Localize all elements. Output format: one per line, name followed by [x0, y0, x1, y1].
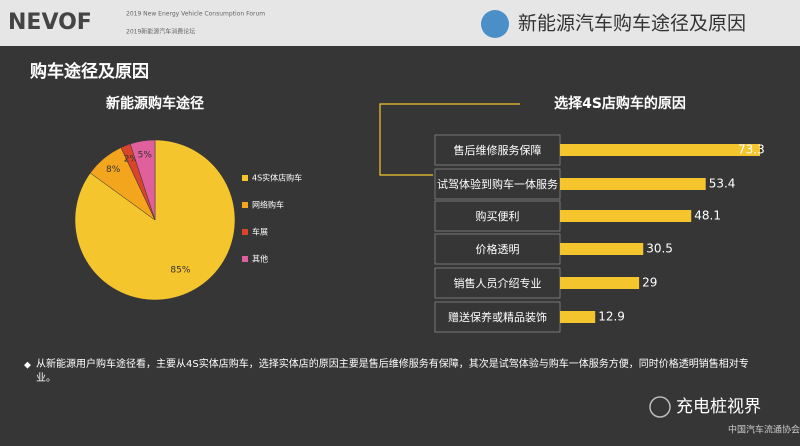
forum-cn: 2019新能源汽车消费论坛 [126, 28, 195, 36]
bar-value: 30.5 [646, 242, 673, 256]
bar-title: 选择4S店购车的原因 [554, 95, 686, 112]
bar [560, 277, 640, 289]
bar-value: 53.4 [709, 177, 736, 191]
bar-value: 48.1 [694, 209, 721, 223]
header-title: 新能源汽车购车途径及原因 [518, 13, 746, 35]
legend-label: 网络购车 [252, 200, 284, 210]
header-bar [0, 0, 800, 46]
legend-swatch [242, 256, 248, 262]
forum-en: 2019 New Energy Vehicle Consumption Foru… [126, 11, 265, 18]
footnote: 从新能源用户购车途径看，主要从4S实体店购车，选择实体店的原因主要是售后维修服务… [36, 359, 749, 384]
label-box: 试驾体验到购车一体服务 [437, 177, 558, 191]
bar [560, 178, 706, 190]
bar [560, 144, 760, 156]
org: 中国汽车流通协会 [728, 424, 800, 436]
footnote-box: 从新能源用户购车途径看，主要从4S实体店购车，选择实体店的原因主要是售后维修服务… [36, 359, 749, 384]
legend-label: 车展 [252, 227, 268, 237]
bar [560, 243, 644, 255]
wechat-icon [649, 396, 671, 418]
slice-label: 8% [106, 165, 121, 175]
label-box: 价格透明 [475, 242, 520, 256]
bar-category: 试驾体验到购车一体服务 [437, 177, 558, 191]
pie-slice [129, 139, 156, 221]
label-box: 销售人员介绍专业 [453, 276, 542, 290]
section-title: 购车途径及原因 [30, 61, 149, 82]
slice-label: 85% [170, 265, 190, 275]
bar-value: 73.3 [738, 143, 765, 157]
header-icon [481, 10, 509, 38]
legend-label: 其他 [252, 254, 268, 264]
connector [379, 103, 520, 176]
label-box: 售后维修服务保障 [453, 143, 542, 157]
bar-category: 价格透明 [475, 242, 520, 256]
legend-label: 4S实体店购车 [252, 173, 302, 183]
bar-category: 销售人员介绍专业 [453, 276, 542, 290]
slice-label: 5% [138, 151, 153, 161]
bar-category: 赠送保养或精品装饰 [448, 310, 547, 324]
legend-swatch [242, 202, 248, 208]
label-box: 赠送保养或精品装饰 [448, 310, 547, 324]
bar-value: 12.9 [598, 310, 625, 324]
slice-label: 2% [124, 155, 139, 165]
logo: NEVOF [8, 10, 92, 35]
bar-category: 购买便利 [475, 209, 520, 223]
bullet: ◆ [24, 361, 31, 371]
label-box: 购买便利 [475, 209, 520, 223]
legend-swatch [242, 229, 248, 235]
legend-swatch [242, 175, 248, 181]
bar-value: 29 [642, 276, 657, 290]
bar [560, 210, 692, 222]
watermark: 充电桩视界 [676, 397, 761, 417]
bar-category: 售后维修服务保障 [453, 143, 542, 157]
pie-title: 新能源购车途径 [106, 95, 204, 112]
bar [560, 311, 596, 323]
